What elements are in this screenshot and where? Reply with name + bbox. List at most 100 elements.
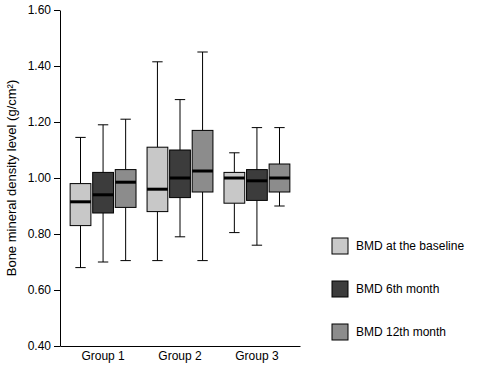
legend-swatch: [332, 281, 348, 297]
median-line: [93, 193, 114, 196]
box: [247, 128, 268, 246]
median-line: [70, 200, 91, 203]
box-body: [247, 170, 268, 201]
legend-swatch: [332, 238, 348, 254]
y-tick-label: 1.60: [28, 3, 52, 17]
y-tick-mark: [54, 122, 60, 123]
y-tick-mark: [54, 10, 60, 11]
y-tick-label: 1.00: [28, 171, 52, 185]
lower-cap: [197, 260, 207, 261]
legend-swatch: [332, 324, 348, 340]
upper-whisker: [256, 128, 257, 170]
y-tick: 1.40: [28, 59, 60, 73]
lower-cap: [120, 260, 130, 261]
y-axis-line: [60, 11, 61, 347]
lower-cap: [152, 260, 162, 261]
upper-cap: [274, 127, 284, 128]
upper-cap: [75, 137, 85, 138]
y-tick-label: 1.40: [28, 59, 52, 73]
y-tick-mark: [54, 234, 60, 235]
legend-label: BMD 6th month: [356, 282, 439, 296]
lower-cap: [229, 232, 239, 233]
y-tick: 0.80: [28, 227, 60, 241]
y-tick-mark: [54, 346, 60, 347]
lower-cap: [98, 262, 108, 263]
y-tick: 0.40: [28, 339, 60, 353]
box: [224, 153, 245, 233]
y-tick: 1.00: [28, 171, 60, 185]
y-tick-label: 0.60: [28, 283, 52, 297]
legend-item: BMD 6th month: [332, 281, 439, 297]
y-tick-mark: [54, 178, 60, 179]
box: [170, 100, 191, 237]
y-tick: 1.60: [28, 3, 60, 17]
legend: BMD at the baseline BMD 6th month BMD 12th…: [332, 238, 464, 340]
box-body: [170, 150, 191, 198]
y-axis-title: Bone mineral density level (g/cm²): [4, 80, 19, 277]
median-line: [224, 177, 245, 180]
legend-item: BMD at the baseline: [332, 238, 464, 254]
lower-cap: [274, 206, 284, 207]
box: [93, 125, 114, 262]
box: [147, 62, 168, 261]
y-tick: 1.20: [28, 115, 60, 129]
median-line: [247, 179, 268, 182]
x-tick: Group 2: [158, 346, 202, 363]
y-axis: 0.40 0.60 0.80 1.00 1.20 1.40 1.60: [28, 3, 61, 353]
upper-whisker: [157, 62, 158, 147]
upper-whisker: [180, 100, 181, 150]
upper-whisker: [80, 137, 81, 183]
x-axis-line: [61, 346, 301, 347]
lower-whisker: [202, 192, 203, 261]
upper-cap: [175, 99, 185, 100]
lower-cap: [75, 267, 85, 268]
y-tick-label: 1.20: [28, 115, 52, 129]
lower-whisker: [157, 212, 158, 261]
median-line: [192, 170, 213, 173]
boxes: [70, 52, 290, 268]
lower-whisker: [180, 198, 181, 237]
legend-label: BMD 12th month: [356, 325, 446, 339]
legend-label: BMD at the baseline: [356, 239, 464, 253]
lower-whisker: [125, 207, 126, 260]
lower-cap: [175, 236, 185, 237]
box-body: [115, 170, 136, 208]
lower-whisker: [279, 192, 280, 206]
lower-whisker: [256, 200, 257, 245]
box-body: [70, 184, 91, 226]
box-body: [93, 172, 114, 213]
box: [115, 119, 136, 260]
upper-cap: [229, 152, 239, 153]
y-tick-mark: [54, 290, 60, 291]
box: [269, 128, 290, 206]
lower-whisker: [80, 226, 81, 268]
upper-cap: [98, 124, 108, 125]
upper-cap: [120, 119, 130, 120]
upper-cap: [197, 52, 207, 53]
median-line: [147, 188, 168, 191]
box-body: [224, 172, 245, 203]
upper-cap: [252, 127, 262, 128]
upper-cap: [152, 61, 162, 62]
y-tick-label: 0.80: [28, 227, 52, 241]
box: [70, 137, 91, 267]
legend-item: BMD 12th month: [332, 324, 446, 340]
box-body: [269, 164, 290, 192]
lower-whisker: [234, 203, 235, 232]
x-tick-label: Group 2: [158, 349, 202, 363]
x-tick-label: Group 3: [235, 349, 279, 363]
x-tick: Group 3: [235, 346, 279, 363]
upper-whisker: [202, 52, 203, 130]
upper-whisker: [125, 119, 126, 169]
median-line: [115, 181, 136, 184]
lower-whisker: [103, 213, 104, 262]
box-body: [147, 147, 168, 211]
x-tick: Group 1: [81, 346, 125, 363]
median-line: [269, 177, 290, 180]
median-line: [170, 177, 191, 180]
x-tick-label: Group 1: [81, 349, 125, 363]
box: [192, 52, 213, 261]
upper-whisker: [279, 128, 280, 164]
y-tick: 0.60: [28, 283, 60, 297]
y-tick-mark: [54, 66, 60, 67]
